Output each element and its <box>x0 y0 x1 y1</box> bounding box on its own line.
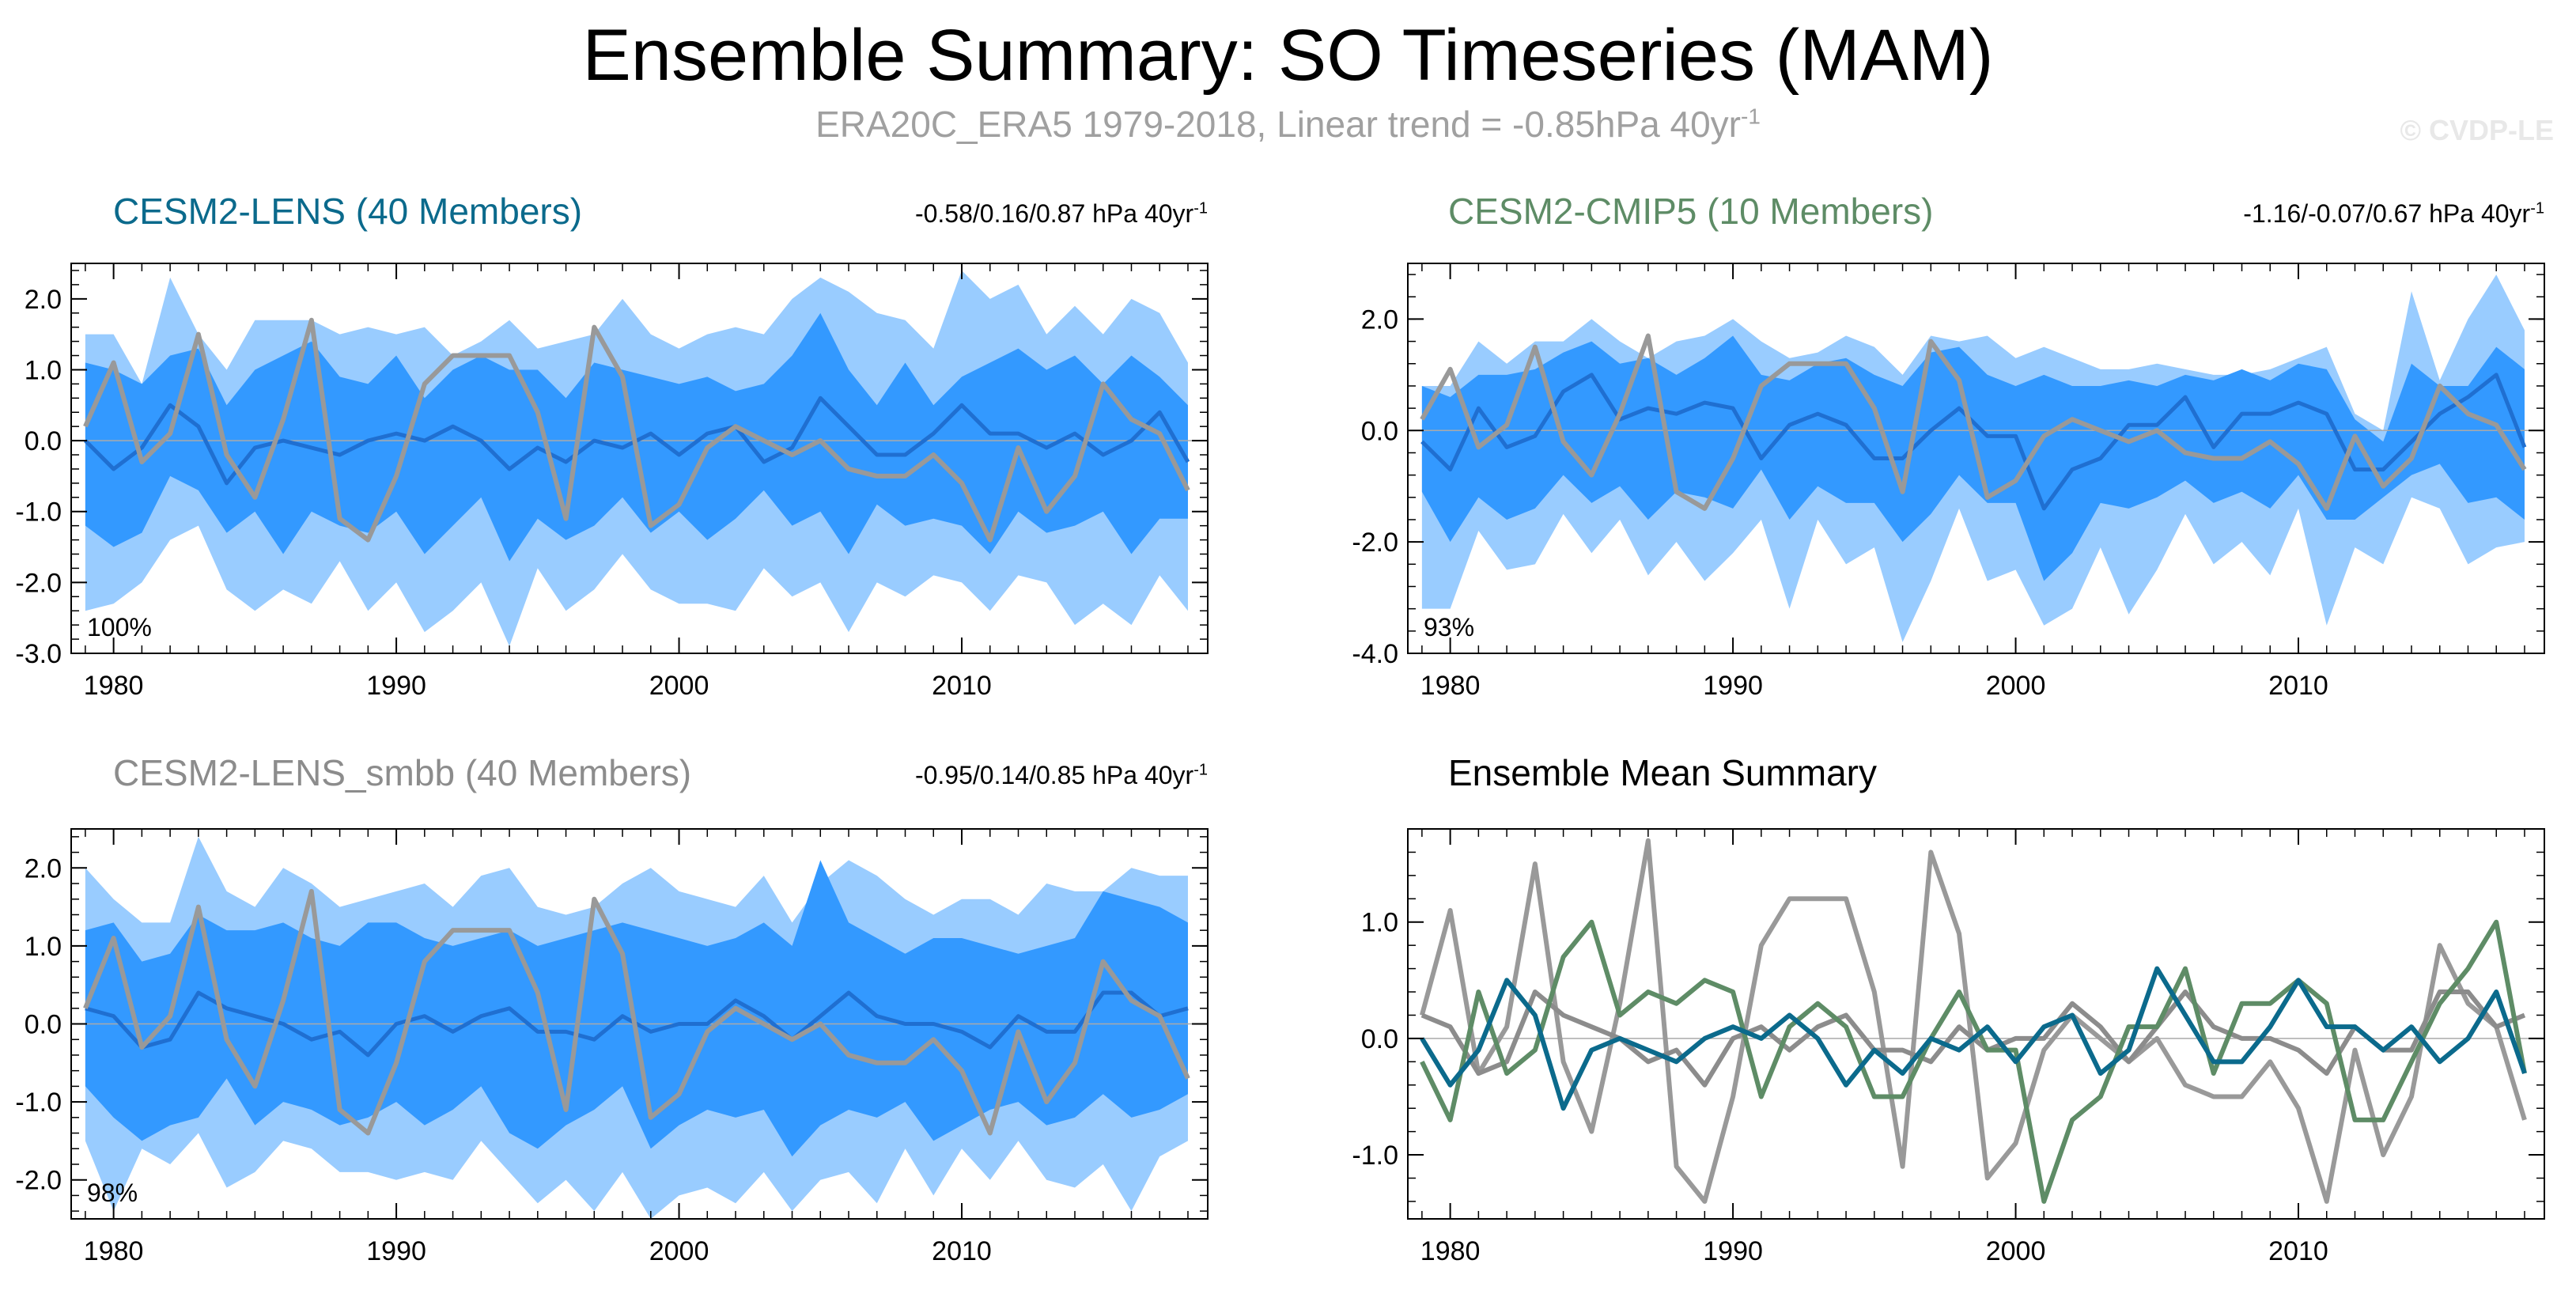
x-tick-label: 2000 <box>1986 1236 2046 1266</box>
y-tick-label: 1.0 <box>1361 908 1398 938</box>
y-tick-label: -4.0 <box>1352 639 1398 669</box>
ensemble-mean-line <box>1420 373 2527 511</box>
y-tick-label: 2.0 <box>25 853 62 884</box>
x-tick-label: 1980 <box>84 1236 144 1266</box>
percent-label: 100% <box>87 613 152 641</box>
panel-title-cesm2-cmip5: CESM2-CMIP5 (10 Members) <box>1448 191 1934 232</box>
y-tick-label: 0.0 <box>25 1010 62 1040</box>
x-tick-label: 1990 <box>366 1236 426 1266</box>
percent-label: 98% <box>87 1179 138 1207</box>
y-tick-label: -2.0 <box>15 1166 62 1196</box>
panel-stat-text: -1.16/-0.07/0.67 hPa 40yr <box>2243 199 2531 228</box>
band-inner <box>1421 335 2525 581</box>
panel-stat-text: -0.58/0.16/0.87 hPa 40yr <box>914 199 1194 228</box>
observed-line <box>83 317 1190 543</box>
subtitle-superscript: -1 <box>1741 104 1761 129</box>
x-tick-label: 1980 <box>84 671 144 701</box>
y-tick-label: 2.0 <box>25 285 62 315</box>
x-tick-label: 1990 <box>366 671 426 701</box>
panel-title-ensemble-mean-summary: Ensemble Mean Summary <box>1448 752 1877 793</box>
figure-subtitle: ERA20C_ERA5 1979-2018, Linear trend = -0… <box>0 103 2576 146</box>
x-tick-label: 2000 <box>649 671 709 701</box>
x-tick-label: 1990 <box>1703 1236 1763 1266</box>
panel-title-cesm2-lens: CESM2-LENS (40 Members) <box>113 191 583 232</box>
band-inner <box>85 860 1188 1157</box>
x-tick-label: 2010 <box>2268 671 2328 701</box>
y-tick-label: 1.0 <box>25 932 62 962</box>
x-tick-label: 1980 <box>1420 1236 1481 1266</box>
x-tick-label: 1990 <box>1703 671 1763 701</box>
plot-frame <box>70 263 1209 654</box>
panel-stat-cesm2-lens-smbb: -0.95/0.14/0.85 hPa 40yr-1 <box>915 761 1208 790</box>
y-tick-label: -2.0 <box>15 568 62 598</box>
y-tick-label: 1.0 <box>25 355 62 385</box>
x-tick-label: 1980 <box>1420 671 1481 701</box>
y-tick-label: 0.0 <box>1361 416 1398 446</box>
series-line <box>1420 966 2527 1111</box>
y-tick-label: -1.0 <box>15 1088 62 1118</box>
subtitle-text: ERA20C_ERA5 1979-2018, Linear trend = -0… <box>815 104 1742 145</box>
y-tick-label: -1.0 <box>15 498 62 528</box>
observed-line <box>1420 333 2527 511</box>
x-tick-label: 2010 <box>2268 1236 2328 1266</box>
y-tick-label: -1.0 <box>1352 1141 1398 1171</box>
observed-line <box>83 888 1190 1136</box>
y-tick-label: 2.0 <box>1361 305 1398 335</box>
panel-stat-sup: -1 <box>2530 199 2544 218</box>
x-tick-label: 2010 <box>932 1236 992 1266</box>
plot-frame <box>1407 828 2545 1220</box>
y-tick-label: 0.0 <box>25 426 62 456</box>
panel-stat-cesm2-lens: -0.58/0.16/0.87 hPa 40yr-1 <box>915 199 1208 229</box>
plot-frame <box>1407 263 2545 654</box>
x-tick-label: 2000 <box>649 1236 709 1266</box>
cvdp-watermark: © CVDP-LE <box>2400 114 2554 146</box>
series-line <box>1419 838 2527 1204</box>
x-tick-label: 2010 <box>932 671 992 701</box>
x-tick-label: 2000 <box>1986 671 2046 701</box>
panel-stat-cesm2-cmip5: -1.16/-0.07/0.67 hPa 40yr-1 <box>2243 199 2544 229</box>
band-inner <box>85 312 1188 562</box>
panel-stat-sup: -1 <box>1193 761 1208 779</box>
panel-stat-text: -0.95/0.14/0.85 hPa 40yr <box>914 761 1194 789</box>
figure-title: Ensemble Summary: SO Timeseries (MAM) <box>582 15 1994 96</box>
y-tick-label: 0.0 <box>1361 1024 1398 1054</box>
y-tick-label: -3.0 <box>15 639 62 669</box>
series-line <box>1420 919 2527 1204</box>
percent-label: 93% <box>1424 613 1474 641</box>
panel-title-cesm2-lens-smbb: CESM2-LENS_smbb (40 Members) <box>113 752 692 793</box>
panel-stat-sup: -1 <box>1193 199 1208 218</box>
y-tick-label: -2.0 <box>1352 528 1398 558</box>
